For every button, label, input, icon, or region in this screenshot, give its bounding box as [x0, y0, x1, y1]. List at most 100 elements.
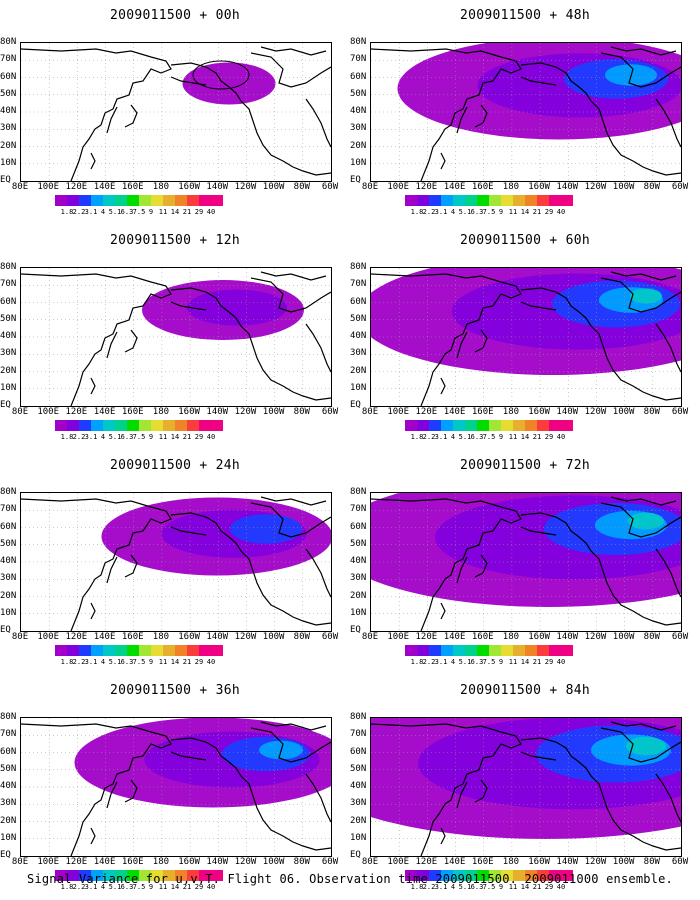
longitude-label: 140E: [443, 407, 466, 417]
longitude-label: 140W: [556, 182, 579, 192]
latitude-label: 80N: [350, 262, 367, 272]
latitude-label: 30N: [350, 348, 367, 359]
longitude-label: 60W: [321, 407, 339, 417]
colorbar-swatch: [151, 420, 163, 431]
latitude-label: EQ: [0, 400, 11, 410]
colorbar-swatch: [55, 195, 67, 206]
colorbar-swatch: [67, 870, 79, 881]
colorbar-swatch: [561, 870, 573, 881]
colorbar-label: 6.3: [120, 883, 134, 891]
coastline: [456, 781, 468, 809]
longitude-label: 140E: [93, 632, 116, 642]
colorbar-swatch: [199, 195, 211, 206]
colorbar-swatch: [453, 420, 465, 431]
coastline: [170, 287, 331, 401]
latitude-label: 30N: [0, 348, 17, 359]
longitude-label: 60W: [321, 857, 339, 867]
longitude-label: 160E: [121, 632, 144, 642]
colorbar-label: 4: [100, 433, 106, 441]
coastline: [90, 602, 96, 620]
colorbar-swatch: [115, 420, 127, 431]
colorbar-swatch: [55, 420, 67, 431]
longitude-label: 100W: [612, 632, 635, 642]
latitude-label: 50N: [350, 538, 367, 549]
map-plot: [370, 492, 682, 632]
colorbar-swatch: [103, 870, 115, 881]
coastline: [610, 721, 677, 731]
longitude-label: 60W: [671, 632, 689, 642]
colorbar-swatch: [549, 195, 561, 206]
longitude-label: 120E: [65, 407, 88, 417]
latitude-label: 40N: [350, 781, 367, 791]
colorbar-swatch: [489, 420, 501, 431]
latitude-label: EQ: [350, 400, 361, 410]
colorbar-swatch: [501, 645, 513, 656]
colorbar: [405, 870, 573, 881]
colorbar-swatch: [127, 420, 139, 431]
latitude-label: 40N: [350, 331, 367, 341]
colorbar-label: 11: [158, 433, 168, 441]
colorbar-swatch: [115, 645, 127, 656]
longitude-label: 120W: [234, 632, 257, 642]
colorbar-label: 9: [148, 433, 154, 441]
coastline: [250, 727, 331, 763]
latitude-label: EQ: [350, 175, 361, 185]
longitude-label: 80W: [293, 857, 310, 867]
coastline: [250, 502, 331, 538]
colorbar-swatch: [513, 195, 525, 206]
latitude-label: 70N: [350, 504, 367, 515]
longitude-label: 120E: [65, 857, 88, 867]
longitude-label: 80E: [361, 857, 379, 867]
colorbar-swatch: [477, 420, 489, 431]
longitude-label: 160W: [528, 857, 550, 867]
colorbar-label: 21: [532, 658, 542, 666]
colorbar-swatch: [561, 420, 573, 431]
colorbar-label: 3.1: [84, 883, 98, 891]
coastline: [21, 48, 172, 181]
map-plot: [20, 717, 332, 857]
observation-circle: [192, 60, 250, 90]
latitude-label: 70N: [350, 279, 367, 290]
colorbar-label: 11: [508, 208, 518, 216]
colorbar-swatch: [537, 420, 549, 431]
latitude-label: 40N: [0, 556, 17, 566]
colorbar-label: 29: [544, 658, 554, 666]
coastline: [305, 548, 331, 598]
coastline: [21, 723, 172, 856]
coastline: [124, 104, 138, 128]
coastline: [655, 773, 681, 823]
latitude-label: 60N: [350, 71, 367, 82]
colorbar-swatch: [175, 645, 187, 656]
longitude-label: 160W: [178, 632, 200, 642]
coastline: [456, 331, 468, 359]
colorbar-swatch: [211, 645, 223, 656]
colorbar-label: 11: [508, 658, 518, 666]
colorbar-swatch: [465, 645, 477, 656]
latitude-label: 20N: [0, 815, 17, 826]
colorbar-label: 4: [450, 883, 456, 891]
colorbar-label: 29: [194, 658, 204, 666]
longitude-label: 80W: [293, 182, 310, 192]
latitude-label: 20N: [0, 365, 17, 376]
variance-contour: [626, 736, 666, 756]
latitude-label: 40N: [350, 556, 367, 566]
colorbar-label: 9: [498, 433, 504, 441]
latitude-label: 30N: [0, 573, 17, 584]
colorbar-label: 4: [450, 658, 456, 666]
coastline: [305, 773, 331, 823]
colorbar-label: 7.5: [132, 433, 146, 441]
colorbar-label: 21: [532, 433, 542, 441]
coastline: [520, 301, 557, 311]
panel-title: 2009011500 + 60h: [459, 233, 591, 248]
longitude-label: 180: [502, 632, 520, 642]
coastline: [170, 751, 207, 761]
colorbar-swatch: [79, 870, 91, 881]
longitude-label: 100E: [387, 632, 410, 642]
colorbar-swatch: [429, 645, 441, 656]
longitude-label: 120E: [415, 632, 438, 642]
colorbar-label: 29: [194, 883, 204, 891]
colorbar-label: 9: [498, 208, 504, 216]
colorbar-label: 5.1: [108, 433, 122, 441]
longitude-label: 140W: [206, 632, 229, 642]
coastline: [260, 496, 327, 506]
